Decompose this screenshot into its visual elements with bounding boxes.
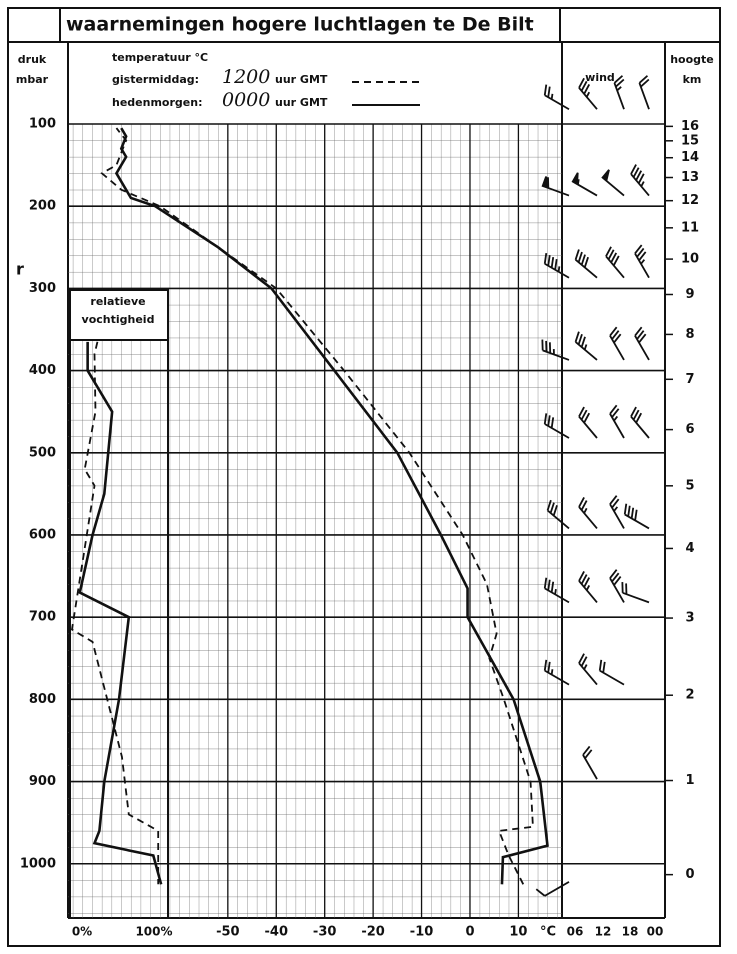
wind-barb <box>578 77 598 110</box>
y-tick-label: 300 <box>29 281 56 296</box>
wind-barb <box>541 339 570 361</box>
wind-barb <box>578 571 598 603</box>
height-tick-label: 5 <box>685 478 694 493</box>
y-tick-label: 100 <box>29 117 56 132</box>
wind-barb <box>578 653 598 686</box>
y-tick-label: 600 <box>29 527 56 542</box>
height-tick-label: 11 <box>681 220 699 235</box>
x-label: temperatuur °C <box>112 51 208 64</box>
y-tick-label: 800 <box>29 692 56 707</box>
height-tick-label: 6 <box>685 422 694 437</box>
height-tick-label: 2 <box>685 688 694 703</box>
legend-unit: uur GMT <box>275 96 328 109</box>
wind-time-label: 00 <box>647 925 664 939</box>
frame <box>7 7 721 947</box>
y-tick-label: 1000 <box>20 856 56 871</box>
wind-barb <box>546 499 570 530</box>
legend-time: 0000 <box>222 89 270 111</box>
x-tick-label: 0 <box>465 925 474 940</box>
wind-barb <box>609 404 625 439</box>
wind-time-label: 18 <box>622 925 639 939</box>
y-tick-label: 500 <box>29 445 56 460</box>
humidity-label: relatieve <box>90 295 145 308</box>
minor-grid <box>68 124 562 918</box>
wind-barb <box>578 497 598 530</box>
wind-barb <box>543 413 570 439</box>
y-tick-label: 200 <box>29 199 56 214</box>
humidity-tick-label: 100% <box>135 925 172 939</box>
height-label: hoogte <box>670 53 714 66</box>
height-tick-label: 14 <box>681 150 699 165</box>
height-tick-label: 8 <box>685 327 694 342</box>
y-tick-label: 400 <box>29 363 56 378</box>
annotation: r <box>16 260 24 279</box>
wind-barb <box>634 326 650 361</box>
humidity-tick-label: 0% <box>72 925 92 939</box>
height-tick-label: 9 <box>685 287 694 302</box>
wind-barb <box>574 249 598 279</box>
wind-barb <box>605 246 625 279</box>
x-tick-label: -30 <box>313 925 337 940</box>
height-tick-label: 12 <box>681 193 699 208</box>
wind-label: wind <box>585 71 615 84</box>
humidity-line <box>70 341 160 885</box>
y-label: druk <box>18 53 47 66</box>
wind-barb <box>543 577 570 604</box>
wind-barb <box>634 244 650 279</box>
x-unit: °C <box>540 925 556 940</box>
height-tick-label: 16 <box>681 119 699 134</box>
height-tick-label: 0 <box>685 867 694 882</box>
wind-time-label: 12 <box>595 925 612 939</box>
wind-barb <box>582 745 598 780</box>
height-tick-label: 10 <box>681 252 699 267</box>
wind-barb <box>543 84 570 111</box>
wind-barb <box>578 406 598 439</box>
chart-title: waarnemingen hogere luchtlagen te De Bil… <box>66 14 534 36</box>
wind-barb <box>613 75 625 110</box>
legend-name: gistermiddag: <box>112 73 199 86</box>
humidity-label: vochtigheid <box>82 313 155 326</box>
legend-unit: uur GMT <box>275 73 328 86</box>
x-tick-label: -40 <box>265 925 289 940</box>
wind-time-label: 06 <box>567 925 584 939</box>
temperature-line <box>100 127 534 885</box>
x-tick-label: -20 <box>361 925 385 940</box>
height-unit: km <box>683 73 702 86</box>
wind-barb <box>609 495 625 529</box>
wind-barb <box>543 252 570 279</box>
x-tick-label: -10 <box>410 925 434 940</box>
height-tick-label: 1 <box>685 773 694 788</box>
wind-barb <box>535 881 570 897</box>
wind-barb <box>630 164 650 197</box>
legend-time: 1200 <box>222 66 270 88</box>
y-tick-label: 700 <box>29 610 56 625</box>
x-tick-label: -50 <box>216 925 240 940</box>
wind-barb <box>638 75 650 110</box>
wind-barb <box>623 503 650 530</box>
wind-barb <box>598 659 625 686</box>
height-tick-label: 7 <box>685 372 694 387</box>
x-tick-label: 10 <box>509 925 527 940</box>
wind-barb <box>601 169 625 197</box>
height-tick-label: 13 <box>681 170 699 185</box>
wind-barb <box>571 172 598 197</box>
height-tick-label: 4 <box>685 541 694 556</box>
wind-barb <box>574 331 598 361</box>
wind-barb <box>630 406 650 439</box>
y-tick-label: 900 <box>29 774 56 789</box>
wind-barb <box>609 569 625 603</box>
humidity-line <box>78 341 163 885</box>
height-tick-label: 3 <box>685 611 694 626</box>
height-tick-label: 15 <box>681 133 699 148</box>
temperature-line <box>114 127 549 885</box>
legend-name: hedenmorgen: <box>112 96 202 109</box>
wind-barb <box>609 326 625 361</box>
wind-barb <box>543 659 570 686</box>
wind-barb <box>621 582 650 604</box>
wind-barb <box>541 176 570 197</box>
y-unit: mbar <box>16 73 49 86</box>
